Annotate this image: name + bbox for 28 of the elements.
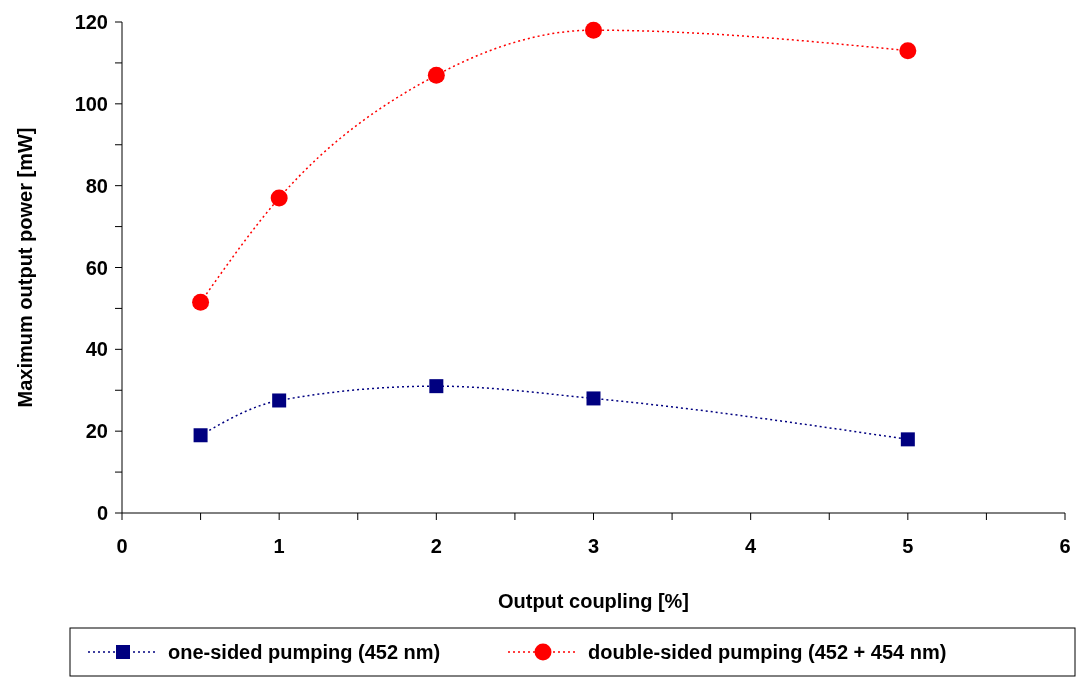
y-tick-label: 0 bbox=[96, 502, 108, 524]
point bbox=[192, 293, 210, 311]
y-tick-label: 120 bbox=[74, 11, 108, 33]
point bbox=[585, 21, 602, 39]
x-tick-label: 4 bbox=[745, 535, 758, 557]
x-tick-label: 3 bbox=[587, 535, 600, 557]
legend-label: one-sided pumping (452 nm) bbox=[168, 641, 441, 663]
point bbox=[900, 432, 915, 447]
x-axis-title: Output coupling [%] bbox=[497, 590, 690, 612]
y-tick-label: 40 bbox=[85, 338, 108, 361]
x-tick-label: 5 bbox=[902, 535, 914, 557]
x-tick-label: 0 bbox=[116, 535, 128, 557]
point bbox=[899, 42, 917, 60]
point bbox=[427, 66, 445, 84]
point bbox=[193, 428, 208, 443]
y-tick-label: 60 bbox=[85, 256, 108, 279]
x-tick-label: 6 bbox=[1059, 535, 1071, 557]
y-tick-label: 100 bbox=[74, 92, 108, 115]
y-tick-label: 80 bbox=[85, 174, 108, 197]
legend-label: double-sided pumping (452 + 454 nm) bbox=[588, 641, 947, 663]
y-axis-title: Maximum output power [mW] bbox=[14, 127, 36, 408]
x-tick-label: 1 bbox=[273, 535, 285, 557]
point bbox=[272, 393, 287, 408]
point bbox=[429, 379, 444, 394]
point bbox=[270, 189, 288, 207]
x-tick-label: 2 bbox=[430, 535, 442, 557]
y-tick-label: 20 bbox=[85, 420, 108, 443]
point bbox=[586, 391, 601, 406]
